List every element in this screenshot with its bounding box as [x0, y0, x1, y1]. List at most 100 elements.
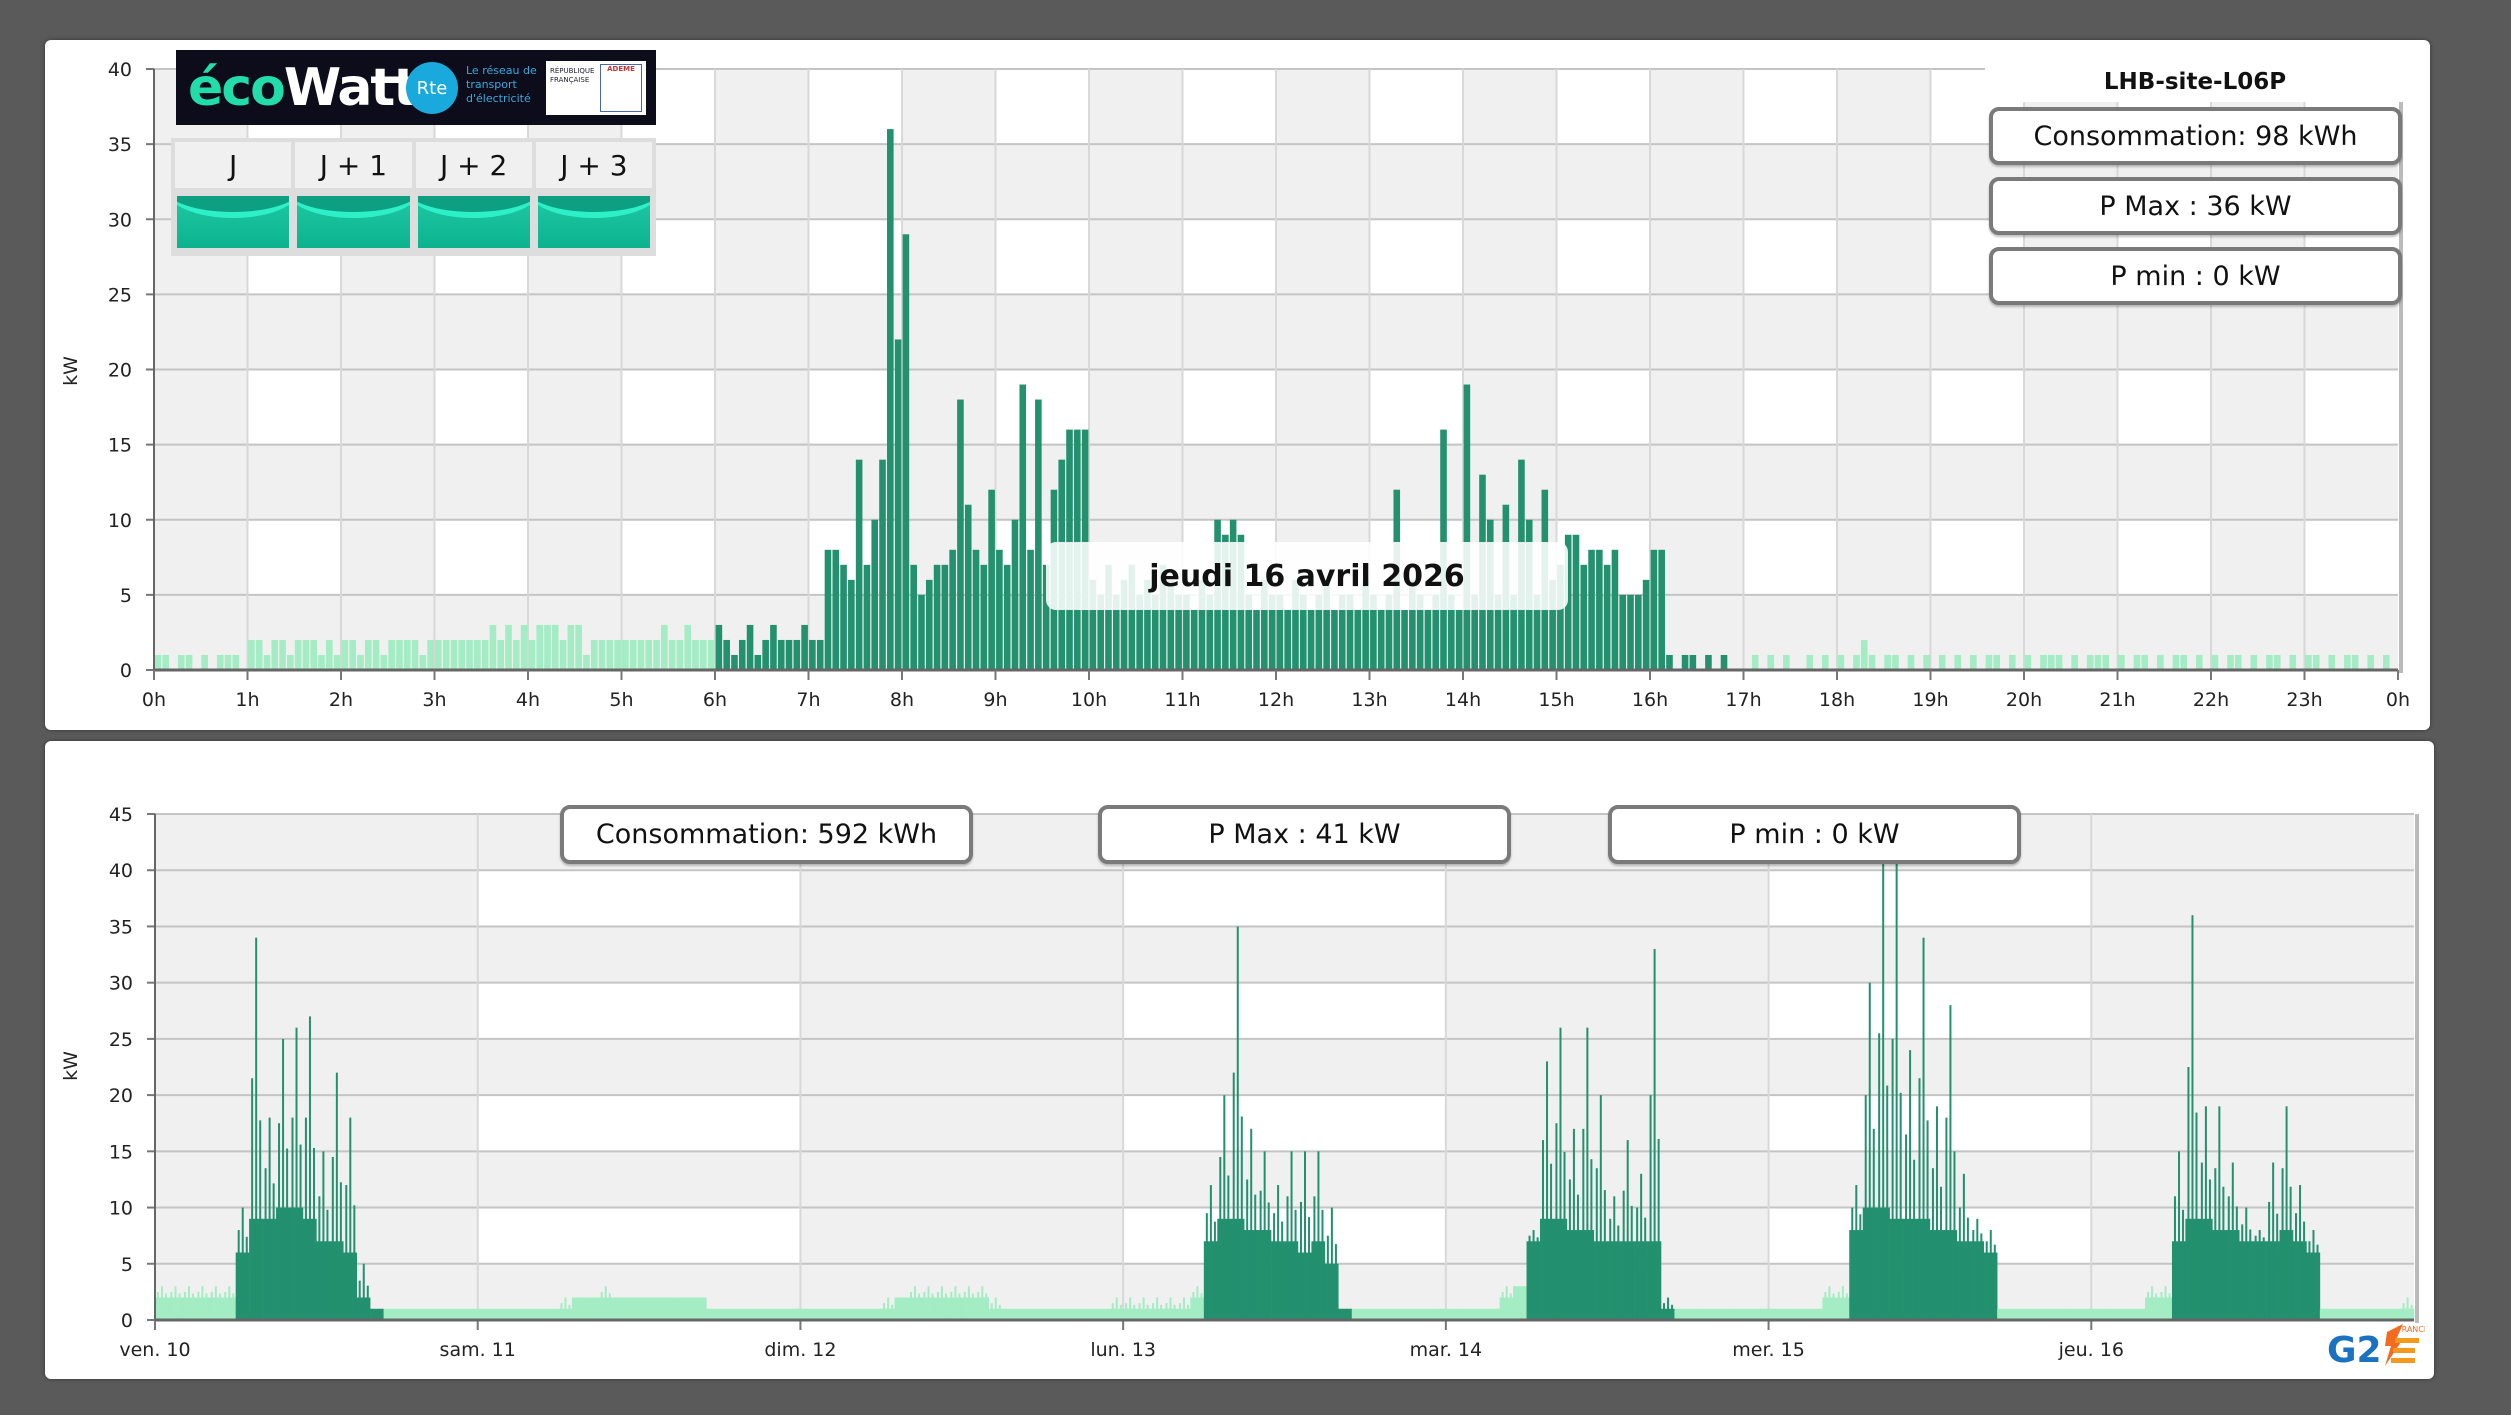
- bar: [855, 459, 863, 670]
- grid-cell: [902, 69, 996, 145]
- x-tick-label: 16h: [1632, 689, 1668, 711]
- bar: [302, 639, 310, 670]
- bar: [715, 624, 723, 670]
- bar: [2227, 654, 2234, 670]
- bar: [271, 639, 279, 670]
- green-signal-icon[interactable]: [297, 196, 410, 248]
- green-signal-icon[interactable]: [537, 196, 650, 248]
- bar: [1970, 654, 1977, 670]
- rte-logo: Rte: [406, 62, 458, 114]
- x-tick-label: 7h: [796, 689, 820, 711]
- bar: [2196, 654, 2203, 670]
- bar: [2086, 654, 2094, 670]
- daily-pmin-box: P min : 0 kW: [1989, 247, 2402, 305]
- bar: [1299, 594, 1307, 670]
- bar: [2141, 654, 2149, 670]
- bar: [255, 639, 263, 670]
- grid-cell: [1837, 69, 1931, 145]
- bar: [941, 564, 949, 670]
- bar: [1603, 564, 1611, 670]
- bar: [622, 639, 629, 670]
- green-signal-icon[interactable]: [417, 196, 530, 248]
- x-tick-label: 0h: [142, 689, 166, 711]
- bar: [1112, 594, 1120, 670]
- grid-cell: [528, 369, 622, 445]
- bar: [474, 639, 481, 670]
- bar: [1370, 594, 1377, 670]
- bar: [1167, 579, 1175, 670]
- bar: [442, 639, 450, 670]
- bar: [1136, 594, 1143, 670]
- bar: [403, 639, 411, 670]
- bar: [1144, 579, 1151, 670]
- bar: [1549, 579, 1556, 670]
- bar: [1245, 594, 1253, 670]
- bar: [1206, 594, 1214, 670]
- bar: [777, 639, 785, 670]
- bar: [380, 654, 388, 670]
- bar: [341, 639, 349, 670]
- bar: [544, 624, 551, 670]
- grid-cell: [1650, 69, 1744, 145]
- bar: [2133, 654, 2141, 670]
- bar: [185, 654, 193, 670]
- x-tick-label: 17h: [1725, 689, 1761, 711]
- bar: [1268, 594, 1276, 670]
- bar: [2094, 654, 2102, 670]
- grid-cell: [1837, 219, 1931, 295]
- bar: [2383, 654, 2390, 670]
- forecast-day-label: J + 3: [535, 142, 652, 188]
- bar: [318, 654, 325, 670]
- bar: [700, 639, 707, 670]
- bar: [614, 639, 621, 670]
- ecowatt-banner[interactable]: écoWatt Rte Le réseau de transport d'éle…: [176, 50, 656, 125]
- bar: [1120, 579, 1128, 670]
- weekly-pmin-box: P min : 0 kW: [1608, 805, 2021, 864]
- bar: [1681, 654, 1689, 670]
- grid-cell: [154, 519, 248, 595]
- bar: [1432, 594, 1440, 670]
- bar: [629, 639, 637, 670]
- x-tick-label: 0h: [2386, 689, 2410, 711]
- bar: [910, 564, 917, 670]
- y-tick-label: 15: [108, 435, 132, 457]
- grid-cell: [1650, 369, 1744, 445]
- bar: [1042, 564, 1050, 670]
- grid-cell: [2211, 369, 2305, 445]
- bar: [972, 549, 980, 670]
- bar: [1767, 654, 1775, 670]
- bar: [1011, 519, 1019, 670]
- bar: [1751, 654, 1759, 670]
- bar: [1892, 654, 1899, 670]
- bar: [528, 639, 536, 670]
- bar: [1868, 654, 1876, 670]
- bar: [1588, 549, 1595, 670]
- x-tick-label: 3h: [422, 689, 446, 711]
- bar: [1307, 609, 1315, 670]
- bar: [263, 654, 271, 670]
- site-title: LHB-site-L06P: [1985, 62, 2405, 102]
- ecowatt-forecast-grid: J J + 1 J + 2 J + 3: [171, 138, 656, 256]
- bar: [364, 639, 372, 670]
- x-tick-label: 9h: [983, 689, 1007, 711]
- bar: [1035, 399, 1042, 670]
- bar: [731, 654, 738, 670]
- x-tick-label: 11h: [1164, 689, 1200, 711]
- bar: [1097, 594, 1104, 670]
- bar: [1938, 654, 1946, 670]
- bar: [1027, 549, 1034, 670]
- bar: [824, 549, 832, 670]
- bar: [894, 339, 902, 670]
- bar: [349, 639, 356, 670]
- bar: [1323, 579, 1330, 670]
- forecast-day-label: J: [175, 142, 292, 188]
- forecast-day-label: J + 1: [295, 142, 412, 188]
- weekly-pmax-box: P Max : 41 kW: [1098, 805, 1511, 864]
- green-signal-icon[interactable]: [177, 196, 290, 248]
- bar: [957, 399, 964, 670]
- bar: [785, 639, 793, 670]
- bar: [279, 639, 286, 670]
- bar: [1860, 639, 1868, 670]
- bar: [1292, 579, 1299, 670]
- bar: [2289, 654, 2297, 670]
